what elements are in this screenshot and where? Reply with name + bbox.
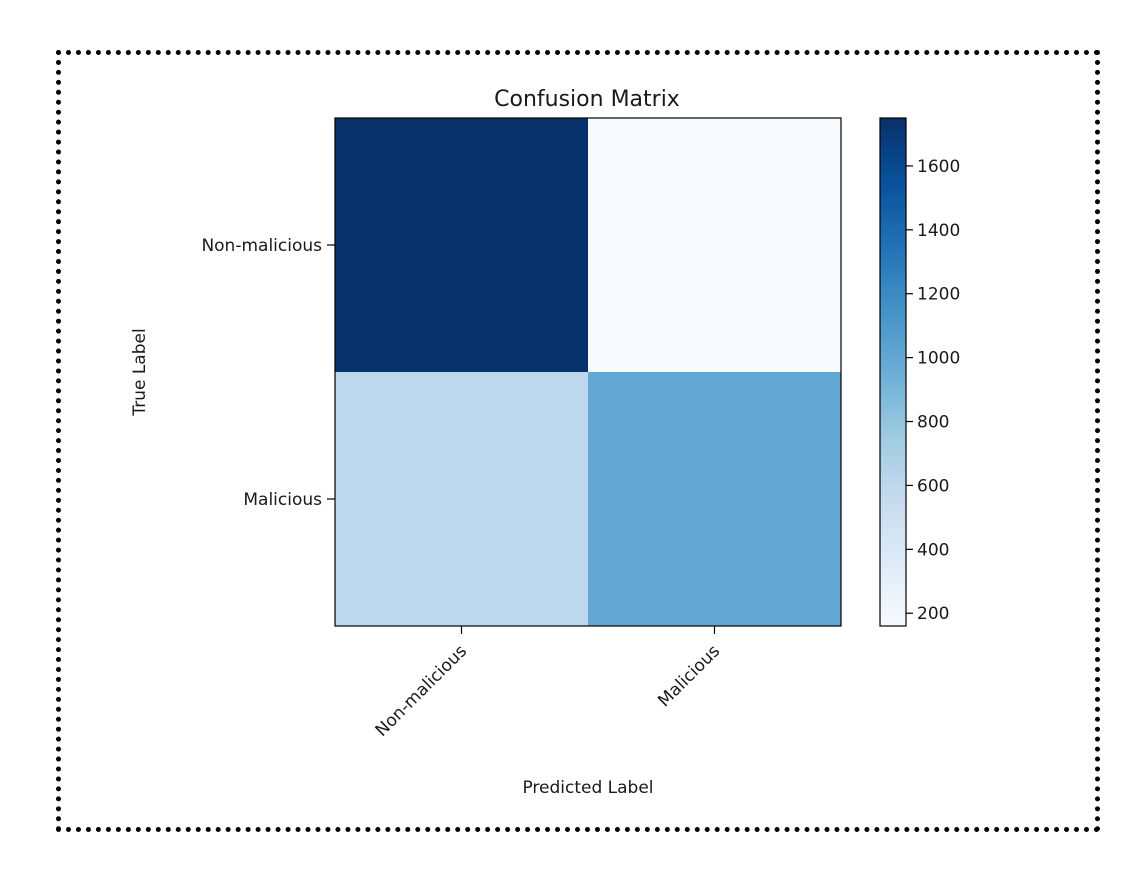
- colorbar-ticks: 200 400 600 800 1000 1200 1400 1600: [906, 157, 960, 624]
- y-axis-ticks: Non-malicious Malicious: [201, 236, 335, 510]
- chart-title: Confusion Matrix: [494, 87, 680, 112]
- dotted-border-frame: [56, 50, 1100, 832]
- colorbar-tick-label: 200: [917, 604, 949, 624]
- colorbar-tick-label: 600: [917, 476, 949, 496]
- heatmap-cell-0-0: [335, 118, 589, 373]
- colorbar-tick-label: 1000: [917, 349, 960, 369]
- x-tick-label: Non-malicious: [372, 641, 471, 740]
- colorbar-tick-label: 1200: [917, 285, 960, 305]
- heatmap-cell-1-1: [588, 372, 842, 627]
- colorbar-tick-label: 1600: [917, 157, 960, 177]
- plot-frame: [334, 117, 842, 627]
- y-tick-label: Non-malicious: [201, 236, 322, 256]
- y-tick-label: Malicious: [243, 490, 322, 510]
- colorbar: [879, 117, 907, 627]
- heatmap-cell-0-1: [588, 118, 842, 373]
- y-axis-label: True Label: [130, 328, 150, 416]
- heatmap-cell-1-0: [335, 372, 589, 627]
- x-tick-label: Malicious: [654, 641, 724, 711]
- colorbar-tick-label: 1400: [917, 221, 960, 241]
- x-axis-ticks: Non-malicious Malicious: [372, 626, 724, 741]
- colorbar-tick-label: 800: [917, 413, 949, 433]
- colorbar-tick-label: 400: [917, 540, 949, 560]
- heatmap-cells: [335, 118, 842, 627]
- x-axis-label: Predicted Label: [522, 778, 653, 798]
